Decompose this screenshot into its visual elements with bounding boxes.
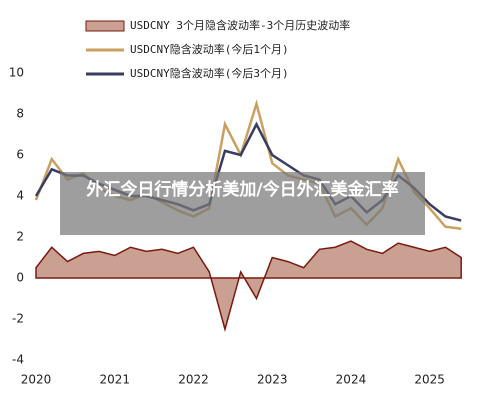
legend-swatch [85,20,125,32]
overlay-banner: 外汇今日行情分析美加/今日外汇美金汇率 [60,172,425,235]
x-tick-label: 2022 [178,373,209,387]
x-tick-label: 2020 [21,373,52,387]
y-tick-label: 10 [9,66,24,80]
x-tick-label: 2021 [99,373,130,387]
legend-label: USDCNY 3个月隐含波动率-3个月历史波动率 [130,18,350,32]
y-tick-label: 4 [16,189,24,203]
x-tick-label: 2024 [336,373,367,387]
legend-label: USDCNY隐含波动率(今后1个月) [130,42,289,56]
y-tick-label: -4 [12,353,24,367]
x-tick-label: 2023 [257,373,288,387]
y-tick-label: 6 [16,148,24,162]
y-tick-label: -2 [12,312,24,326]
y-tick-label: 8 [16,107,24,121]
legend-label: USDCNY隐含波动率(今后3个月) [130,66,289,80]
x-tick-label: 2025 [414,373,445,387]
y-tick-label: 2 [16,230,24,244]
y-tick-label: 0 [16,271,24,285]
area [35,240,462,333]
